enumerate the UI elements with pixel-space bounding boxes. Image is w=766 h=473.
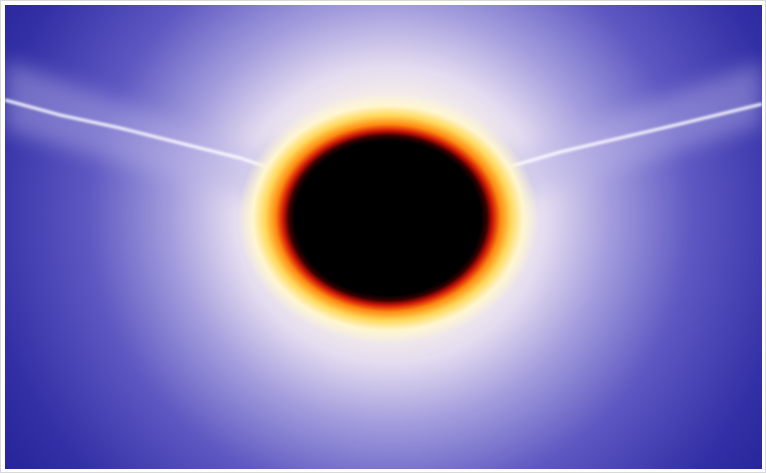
right-filament — [504, 102, 762, 170]
fractal-render — [5, 5, 762, 469]
black-disk — [304, 148, 472, 288]
left-filament — [5, 98, 271, 170]
